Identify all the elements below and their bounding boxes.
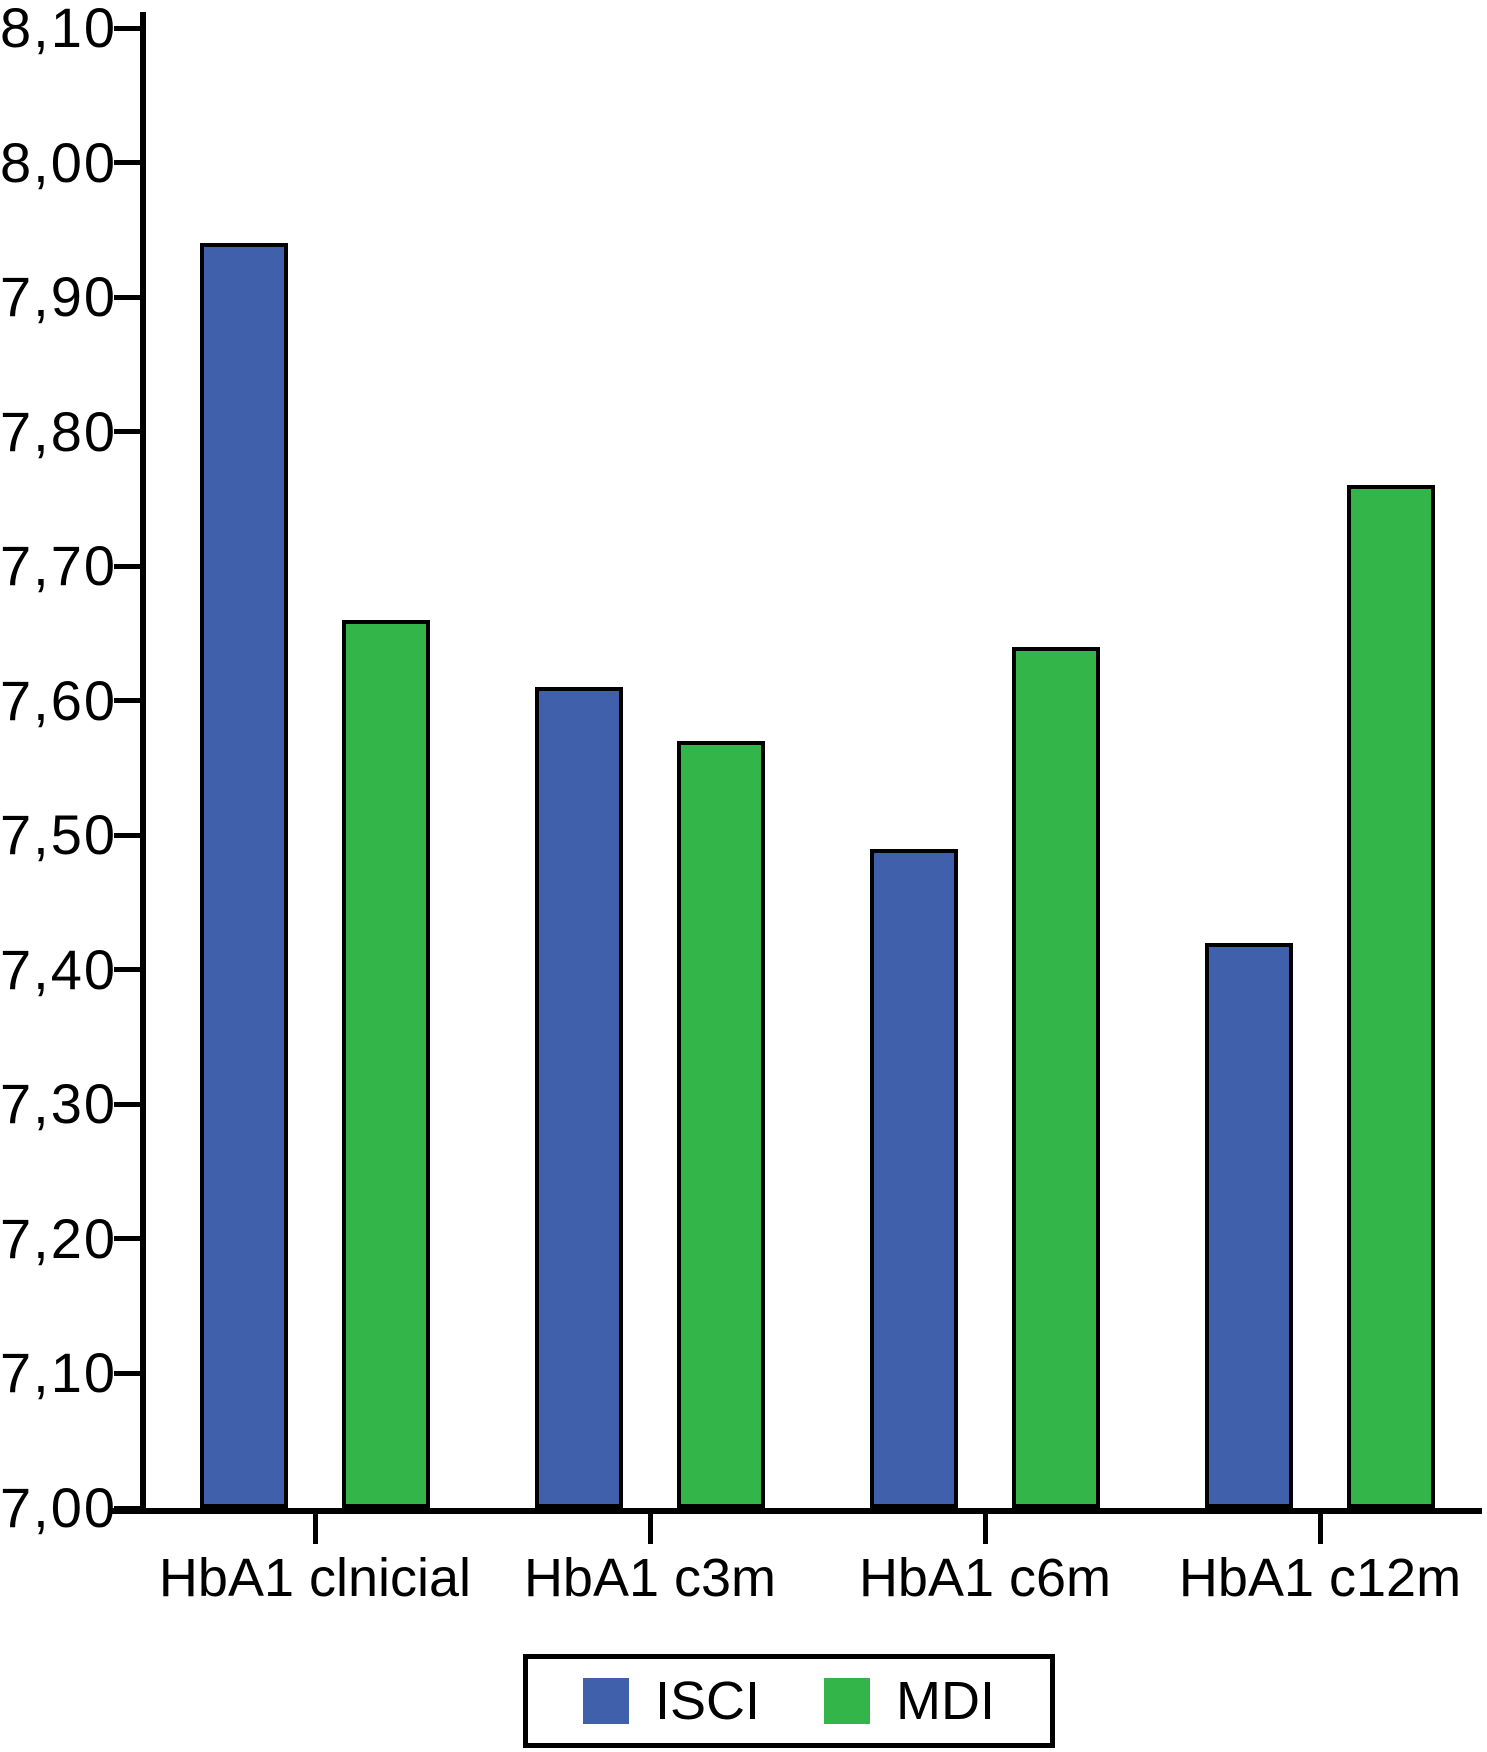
y-tick-label: 7,60 (0, 668, 117, 732)
y-tick-label: 8,00 (0, 130, 117, 194)
bar-mdi-1 (342, 620, 430, 1508)
y-tick-label: 7,80 (0, 399, 117, 463)
x-category-label: HbA1 c12m (1178, 1548, 1462, 1608)
y-axis-line (140, 12, 146, 1514)
y-tick-label: 7,30 (0, 1072, 117, 1136)
y-axis-tick (114, 25, 140, 31)
bar-isci-4 (1205, 942, 1293, 1508)
y-tick-label: 7,90 (0, 265, 117, 329)
x-axis-tick (312, 1514, 318, 1544)
y-tick-label: 7,20 (0, 1206, 117, 1270)
y-tick-label: 7,10 (0, 1341, 117, 1405)
x-axis-tick (982, 1514, 988, 1544)
bar-mdi-3 (1012, 646, 1100, 1508)
x-axis-line (112, 1508, 1482, 1514)
x-category-label: HbA1 clnicial (158, 1548, 472, 1608)
legend-swatch-mdi (824, 1678, 871, 1724)
y-axis-tick (114, 832, 140, 838)
y-tick-label: 7,50 (0, 803, 117, 867)
bar-mdi-2 (677, 741, 765, 1508)
y-tick-label: 7,00 (0, 1476, 117, 1539)
x-category-label: HbA1 c3m (523, 1548, 777, 1608)
y-axis-tick (114, 1101, 140, 1107)
bar-isci-1 (200, 243, 288, 1508)
legend-item-mdi: MDI (824, 1674, 995, 1728)
y-axis-tick (114, 1370, 140, 1376)
y-axis-tick (114, 1505, 140, 1511)
x-axis-tick (1317, 1514, 1323, 1544)
legend-swatch-isci (582, 1678, 629, 1724)
legend-label: ISCI (654, 1671, 761, 1731)
x-category-label: HbA1 c6m (858, 1548, 1112, 1608)
y-tick-label: 7,40 (0, 937, 117, 1001)
y-tick-label: 7,70 (0, 534, 117, 598)
y-axis-tick (114, 429, 140, 435)
y-axis-tick (114, 160, 140, 166)
y-axis-tick (114, 294, 140, 300)
y-tick-label: 8,10 (0, 0, 117, 59)
legend: ISCI MDI (523, 1654, 1055, 1748)
legend-item-isci: ISCI (582, 1671, 761, 1731)
y-axis-tick (114, 563, 140, 569)
y-axis-tick (114, 698, 140, 704)
y-axis-tick (114, 967, 140, 973)
x-axis-tick (647, 1514, 653, 1544)
legend-label: MDI (896, 1671, 995, 1731)
bar-mdi-4 (1347, 485, 1435, 1508)
y-axis-tick (114, 1236, 140, 1242)
bar-isci-3 (870, 848, 958, 1508)
bar-isci-2 (535, 687, 623, 1508)
